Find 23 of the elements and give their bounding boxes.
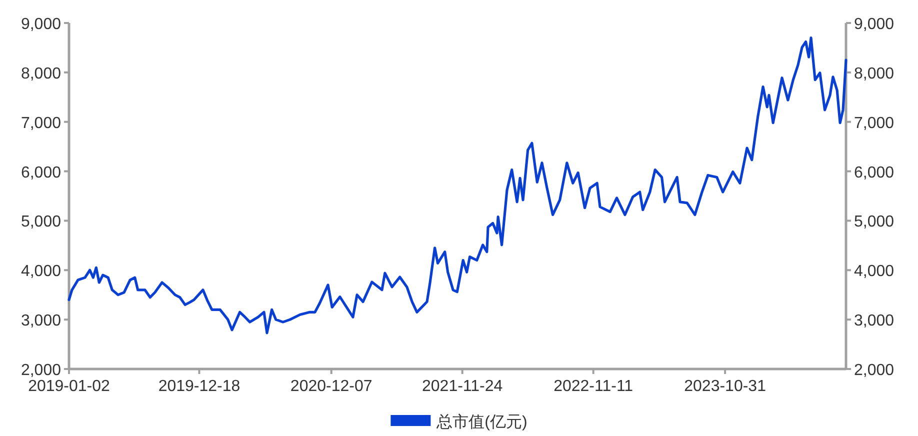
y-tick-label: 8,000	[20, 65, 62, 82]
x-tick-label: 2019-01-02	[28, 378, 110, 395]
y2-tick-label: 8,000	[854, 65, 894, 82]
y2-tick-label: 2,000	[854, 362, 894, 379]
y2-tick-label: 3,000	[854, 312, 894, 330]
x-tick-label: 2021-11-24	[422, 378, 503, 395]
y-tick-label: 6,000	[20, 164, 62, 182]
y-tick-label: 9,000	[20, 16, 62, 33]
x-tick-label: 2023-10-31	[684, 378, 766, 395]
y-tick-label: 5,000	[20, 214, 62, 231]
y2-tick-label: 5,000	[854, 214, 894, 231]
x-tick-label: 2020-12-07	[290, 378, 372, 395]
x-tick-label: 2022-11-11	[554, 378, 634, 395]
legend-label: 总市值(亿元)	[436, 413, 528, 431]
y-tick-label: 3,000	[20, 312, 62, 330]
y-tick-label: 4,000	[20, 263, 62, 280]
y-tick-label: 2,000	[20, 362, 62, 379]
y2-tick-label: 9,000	[854, 16, 894, 33]
y2-tick-label: 6,000	[854, 164, 894, 182]
y-tick-label: 7,000	[20, 114, 62, 132]
y2-tick-label: 4,000	[854, 263, 894, 280]
y2-tick-label: 7,000	[854, 114, 894, 132]
x-tick-label: 2019-12-18	[158, 378, 240, 395]
